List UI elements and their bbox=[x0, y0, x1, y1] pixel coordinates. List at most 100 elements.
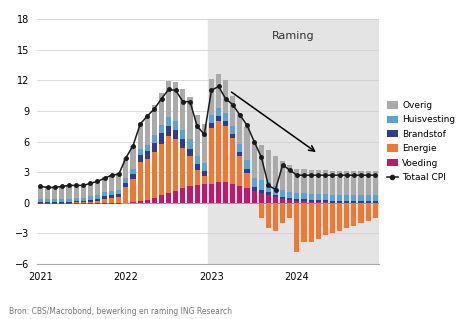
Bar bbox=[323, 194, 328, 200]
Bar bbox=[102, 196, 107, 199]
Bar bbox=[294, 201, 300, 203]
Bar bbox=[195, 156, 200, 164]
Bar bbox=[330, 201, 335, 203]
Bar bbox=[166, 117, 171, 126]
Bar bbox=[137, 201, 143, 203]
Bar bbox=[59, 203, 64, 204]
Bar bbox=[81, 185, 86, 198]
Bar bbox=[123, 183, 128, 188]
Bar bbox=[109, 195, 114, 198]
Bar bbox=[202, 176, 207, 184]
Bar bbox=[195, 185, 200, 203]
Bar bbox=[294, 169, 300, 193]
Bar bbox=[280, 203, 285, 223]
Bar bbox=[95, 201, 100, 203]
Bar bbox=[116, 194, 121, 197]
Bar bbox=[230, 96, 235, 126]
Bar bbox=[273, 203, 278, 231]
Bar bbox=[266, 195, 271, 203]
Bar bbox=[188, 186, 192, 203]
Bar bbox=[287, 200, 292, 203]
Bar bbox=[287, 203, 292, 218]
Bar bbox=[216, 116, 221, 121]
Bar bbox=[287, 165, 292, 191]
Bar bbox=[237, 186, 243, 203]
Bar bbox=[237, 113, 243, 144]
Bar bbox=[287, 198, 292, 200]
Bar bbox=[159, 144, 164, 195]
Bar bbox=[358, 195, 364, 201]
Bar bbox=[344, 195, 349, 201]
Bar bbox=[344, 203, 349, 228]
Bar bbox=[245, 127, 250, 160]
Bar bbox=[309, 200, 314, 202]
Bar bbox=[316, 170, 321, 194]
Bar bbox=[209, 79, 214, 115]
Bar bbox=[52, 203, 57, 204]
Bar bbox=[301, 169, 307, 193]
Bar bbox=[365, 201, 371, 203]
Bar bbox=[81, 201, 86, 202]
Bar bbox=[38, 199, 43, 202]
Text: Raming: Raming bbox=[272, 31, 315, 41]
Bar bbox=[337, 195, 342, 201]
Bar bbox=[230, 126, 235, 134]
Bar bbox=[173, 82, 178, 121]
Bar bbox=[123, 158, 128, 178]
Bar bbox=[145, 159, 150, 200]
Bar bbox=[66, 202, 72, 203]
Bar bbox=[216, 182, 221, 203]
Bar bbox=[116, 197, 121, 203]
Bar bbox=[202, 124, 207, 163]
Bar bbox=[294, 193, 300, 199]
Bar bbox=[166, 193, 171, 203]
Bar bbox=[109, 175, 114, 190]
Bar bbox=[116, 203, 121, 204]
Bar bbox=[358, 203, 364, 223]
Bar bbox=[209, 115, 214, 123]
Bar bbox=[280, 199, 285, 203]
Bar bbox=[145, 200, 150, 203]
Bar bbox=[166, 137, 171, 193]
Bar bbox=[337, 203, 342, 231]
Bar bbox=[109, 198, 114, 203]
Bar bbox=[252, 178, 257, 188]
Bar bbox=[66, 203, 72, 204]
Bar bbox=[287, 191, 292, 198]
Bar bbox=[59, 199, 64, 202]
Bar bbox=[137, 149, 143, 155]
Bar bbox=[188, 156, 192, 186]
Bar bbox=[365, 203, 371, 221]
Bar bbox=[280, 197, 285, 199]
Bar bbox=[81, 198, 86, 201]
Bar bbox=[301, 199, 307, 201]
Bar bbox=[173, 139, 178, 190]
Bar bbox=[102, 177, 107, 191]
Bar bbox=[245, 189, 250, 203]
Bar bbox=[123, 188, 128, 203]
Bar bbox=[95, 199, 100, 201]
Bar bbox=[130, 169, 136, 174]
Bar bbox=[223, 80, 228, 113]
Text: Bron: CBS/Macrobond, bewerking en raming ING Research: Bron: CBS/Macrobond, bewerking en raming… bbox=[9, 307, 232, 316]
Bar bbox=[88, 183, 93, 196]
Bar bbox=[351, 203, 356, 226]
Bar bbox=[102, 203, 107, 204]
Bar bbox=[309, 194, 314, 200]
Bar bbox=[237, 152, 243, 156]
Bar bbox=[38, 203, 43, 204]
Bar bbox=[145, 151, 150, 159]
Bar bbox=[209, 123, 214, 128]
Bar bbox=[102, 191, 107, 196]
Bar bbox=[223, 126, 228, 182]
Bar bbox=[88, 202, 93, 203]
Bar bbox=[259, 189, 264, 193]
Bar bbox=[59, 202, 64, 203]
Bar bbox=[316, 194, 321, 200]
Bar bbox=[152, 152, 157, 198]
Bar bbox=[38, 202, 43, 203]
Bar bbox=[45, 186, 50, 199]
Bar bbox=[323, 170, 328, 194]
Bar bbox=[145, 116, 150, 145]
Bar bbox=[195, 115, 200, 156]
